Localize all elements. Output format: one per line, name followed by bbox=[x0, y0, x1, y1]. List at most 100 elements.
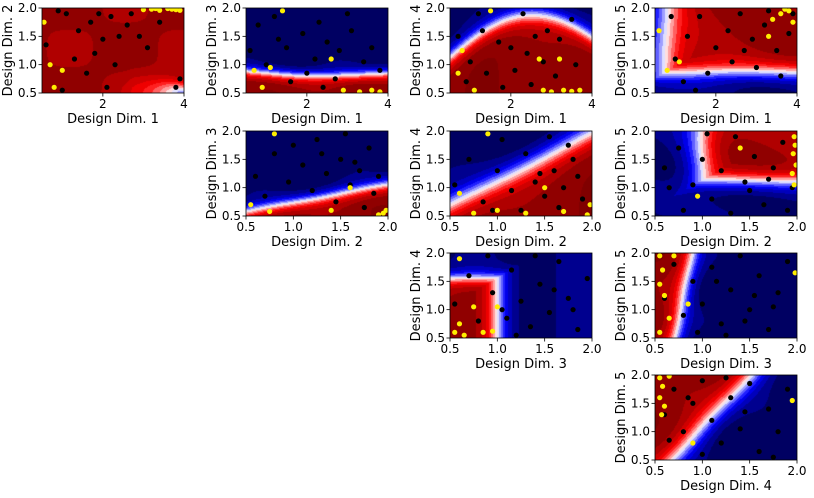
point-black-p23-0 bbox=[252, 173, 259, 179]
ytick-label-p35-3: 2.0 bbox=[631, 246, 650, 260]
point-yellow-p35-7 bbox=[685, 301, 691, 307]
xtick-label-p45-0: 0.5 bbox=[645, 464, 664, 478]
point-black-p34-19 bbox=[504, 315, 510, 321]
point-black-p23-4 bbox=[314, 136, 320, 143]
point-black-p24-2 bbox=[480, 199, 486, 205]
point-yellow-p23-6 bbox=[328, 207, 334, 213]
point-black-p15-8 bbox=[774, 47, 780, 54]
xtick-label-p34-3: 2.0 bbox=[582, 342, 601, 356]
point-black-p24-14 bbox=[565, 142, 571, 148]
ytick-label-p14-0: 0.5 bbox=[426, 86, 445, 100]
point-black-p25-19 bbox=[784, 207, 791, 213]
point-yellow-p14-6 bbox=[569, 88, 575, 93]
point-black-p45-8 bbox=[737, 426, 743, 432]
point-black-p15-9 bbox=[786, 30, 792, 37]
point-yellow-p34-3 bbox=[471, 304, 477, 310]
point-black-p23-19 bbox=[319, 151, 325, 157]
point-black-p24-5 bbox=[523, 151, 529, 157]
xtick-label-p12-1: 4 bbox=[180, 97, 188, 111]
xtick-label-p35-1: 1.0 bbox=[693, 342, 712, 356]
point-black-p13-18 bbox=[247, 47, 253, 54]
point-black-p25-4 bbox=[709, 196, 715, 202]
point-black-p45-4 bbox=[699, 378, 705, 384]
xtick-label-p23-0: 0.5 bbox=[236, 220, 255, 234]
point-black-p35-1 bbox=[671, 261, 677, 267]
point-black-p35-3 bbox=[690, 278, 696, 284]
point-black-p34-11 bbox=[565, 295, 571, 301]
xtick-label-p25-2: 1.5 bbox=[740, 220, 759, 234]
points-p34 bbox=[452, 253, 590, 338]
point-yellow-p13-6 bbox=[377, 89, 383, 93]
xlabel-p45: Design Dim. 4 bbox=[680, 479, 772, 494]
point-yellow-p25-3 bbox=[793, 162, 797, 168]
point-black-p25-6 bbox=[732, 134, 739, 140]
ytick-label-p34-0: 0.5 bbox=[426, 331, 445, 345]
point-black-p34-14 bbox=[513, 332, 519, 338]
point-black-p15-11 bbox=[705, 70, 711, 76]
point-black-p34-12 bbox=[575, 326, 581, 333]
point-black-p45-9 bbox=[747, 380, 753, 387]
ytick-label-p13-1: 1.0 bbox=[222, 58, 241, 72]
point-black-p23-18 bbox=[371, 190, 377, 196]
xtick-label-p25-0: 0.5 bbox=[645, 220, 664, 234]
point-black-p35-8 bbox=[737, 253, 743, 259]
ytick-label-p15-1: 1.0 bbox=[631, 58, 650, 72]
point-yellow-p15-8 bbox=[782, 8, 788, 12]
point-yellow-p45-0 bbox=[657, 375, 663, 381]
point-black-p13-14 bbox=[369, 45, 375, 51]
ylabel-p15: Design Dim. 5 bbox=[614, 5, 629, 97]
point-black-p23-12 bbox=[361, 204, 367, 211]
point-yellow-p45-5 bbox=[666, 375, 672, 379]
ytick-label-p14-2: 1.5 bbox=[426, 29, 445, 43]
point-yellow-p45-1 bbox=[659, 383, 666, 389]
points-p23 bbox=[248, 131, 388, 216]
point-yellow-p13-1 bbox=[267, 64, 273, 71]
point-black-p35-12 bbox=[775, 290, 781, 296]
point-yellow-p24-2 bbox=[494, 207, 500, 213]
point-black-p23-16 bbox=[290, 142, 296, 148]
point-black-p45-15 bbox=[742, 409, 748, 415]
point-black-p34-6 bbox=[518, 298, 524, 304]
point-black-p34-5 bbox=[508, 267, 515, 273]
xtick-label-p25-1: 1.0 bbox=[693, 220, 712, 234]
point-black-p35-10 bbox=[756, 273, 762, 279]
point-yellow-p34-0 bbox=[452, 329, 458, 335]
point-black-p23-8 bbox=[357, 168, 363, 174]
points-p15 bbox=[656, 8, 796, 93]
point-black-p34-8 bbox=[537, 281, 543, 287]
point-black-p25-7 bbox=[742, 179, 748, 185]
point-black-p34-4 bbox=[499, 307, 505, 313]
point-yellow-p23-4 bbox=[383, 207, 388, 213]
point-black-p12-20 bbox=[55, 8, 61, 14]
xtick-label-p34-1: 1.0 bbox=[488, 342, 507, 356]
point-black-p35-19 bbox=[713, 278, 720, 284]
point-black-p12-15 bbox=[71, 56, 78, 62]
point-yellow-p25-2 bbox=[790, 151, 796, 157]
xtick-label-p24-0: 0.5 bbox=[440, 220, 459, 234]
point-yellow-p14-8 bbox=[556, 56, 563, 62]
points-p12 bbox=[42, 8, 183, 93]
points-p25 bbox=[661, 131, 797, 216]
ytick-label-p23-3: 2.0 bbox=[222, 124, 241, 138]
point-black-p25-3 bbox=[699, 156, 705, 162]
point-black-p45-5 bbox=[709, 417, 715, 423]
ytick-label-p12-1: 1.0 bbox=[18, 58, 37, 72]
point-black-p15-0 bbox=[672, 56, 678, 62]
point-black-p15-15 bbox=[668, 13, 674, 20]
ytick-label-p23-1: 1.0 bbox=[222, 181, 241, 195]
point-black-p14-13 bbox=[540, 59, 546, 65]
point-black-p23-10 bbox=[375, 173, 382, 179]
point-black-p25-2 bbox=[690, 182, 696, 188]
point-yellow-p24-6 bbox=[587, 202, 592, 208]
point-yellow-p45-6 bbox=[690, 440, 696, 446]
ytick-label-p45-2: 1.5 bbox=[631, 396, 650, 410]
xtick-label-p34-0: 0.5 bbox=[440, 342, 459, 356]
point-black-p12-10 bbox=[144, 45, 151, 51]
point-yellow-p24-4 bbox=[561, 208, 567, 215]
xtick-label-p45-2: 1.5 bbox=[740, 464, 759, 478]
xtick-label-p12-0: 2 bbox=[99, 97, 107, 111]
point-black-p25-17 bbox=[747, 187, 753, 194]
point-black-p15-3 bbox=[713, 45, 719, 51]
point-black-p34-1 bbox=[466, 273, 472, 279]
